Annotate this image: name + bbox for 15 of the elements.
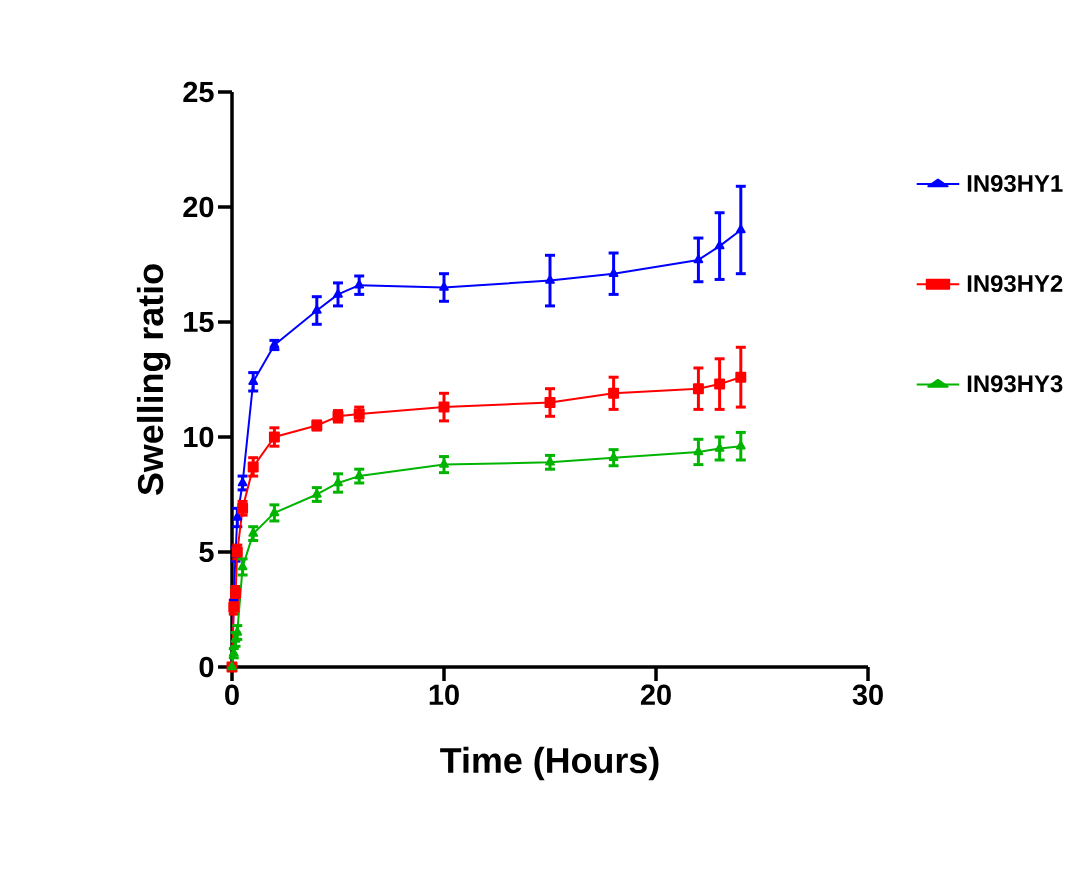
legend-label: IN93HY3 xyxy=(967,375,1063,393)
x-axis-title: Time (Hours) xyxy=(440,746,659,781)
x-tick-label: 0 xyxy=(225,684,239,705)
y-tick-label: 20 xyxy=(183,196,214,218)
x-tick-label: 20 xyxy=(640,684,671,705)
y-axis-title: Swelling ratio xyxy=(136,264,171,496)
y-tick-label: 25 xyxy=(183,81,214,103)
y-tick-label: 5 xyxy=(199,541,214,563)
legend-label: IN93HY2 xyxy=(967,275,1063,293)
x-tick-label: 30 xyxy=(852,684,883,706)
y-tick-label: 15 xyxy=(184,311,214,333)
x-tick-label: 10 xyxy=(429,684,459,705)
y-tick-label: 0 xyxy=(199,656,214,678)
y-tick-label: 10 xyxy=(184,426,214,448)
legend-label: IN93HY1 xyxy=(967,174,1063,192)
